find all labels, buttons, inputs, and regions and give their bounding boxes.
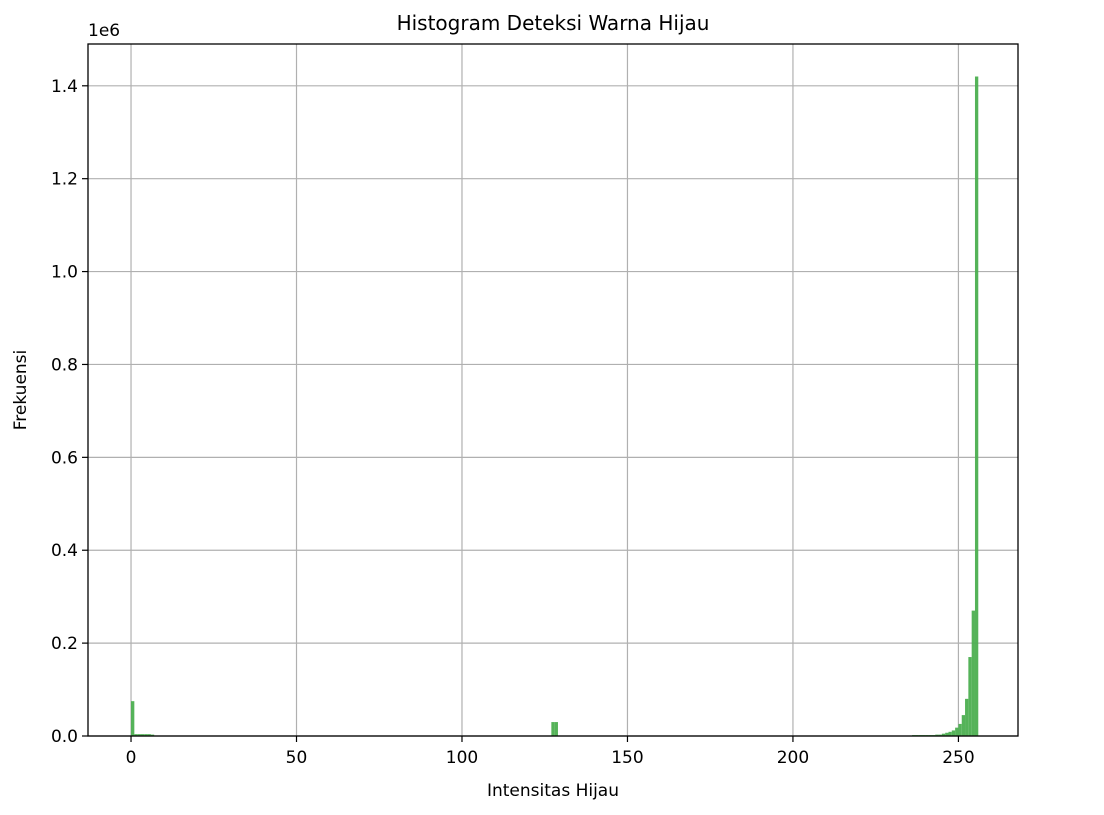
y-tick-label: 1.2 [51, 170, 78, 190]
histogram-bar [137, 734, 141, 736]
axes-frame [87, 43, 1019, 737]
histogram-bar [134, 734, 138, 736]
x-axis-label: Intensitas Hijau [487, 781, 619, 801]
histogram-bar [968, 657, 972, 736]
y-tick-label: 0.0 [51, 727, 78, 747]
y-tick-label: 0.2 [51, 634, 78, 654]
histogram-bar [131, 701, 135, 736]
x-tick-label: 100 [446, 748, 478, 768]
histogram-bar [551, 722, 555, 736]
y-axis-label: Frekuensi [11, 350, 31, 431]
x-tick-label: 250 [942, 748, 974, 768]
histogram-bar [948, 731, 952, 736]
histogram-bar [554, 722, 558, 736]
chart-title: Histogram Deteksi Warna Hijau [397, 11, 710, 35]
y-tick-label: 1.4 [51, 77, 78, 97]
histogram-bar [140, 734, 145, 736]
y-tick-label: 0.6 [51, 448, 78, 468]
histogram-bar [961, 715, 966, 736]
histogram-bar [150, 734, 155, 736]
y-tick-label: 1.0 [51, 263, 78, 283]
y-axis-ticks: 0.0 0.2 0.4 0.6 0.8 1.0 1.2 1.4 [51, 77, 88, 747]
grid-lines [88, 44, 1018, 737]
y-tick-label: 0.4 [51, 541, 78, 561]
x-tick-label: 150 [611, 748, 643, 768]
x-tick-label: 0 [126, 748, 137, 768]
histogram-bar [965, 698, 969, 736]
histogram-bar [955, 727, 959, 736]
histogram-bar [945, 732, 949, 736]
histogram-bar [147, 734, 151, 736]
histogram-bar [974, 76, 979, 736]
histogram-bar [951, 730, 956, 736]
y-offset-label: 1e6 [88, 21, 120, 41]
histogram-bar [971, 610, 975, 736]
histogram-bar [935, 734, 939, 736]
x-tick-label: 50 [286, 748, 308, 768]
histogram-bar [958, 723, 962, 736]
histogram-bar [144, 734, 148, 736]
x-axis-ticks: 0 50 100 150 200 250 [126, 736, 975, 768]
y-tick-label: 0.8 [51, 355, 78, 375]
histogram-bar [941, 733, 946, 736]
histogram-bar [938, 734, 942, 736]
x-tick-label: 200 [777, 748, 809, 768]
